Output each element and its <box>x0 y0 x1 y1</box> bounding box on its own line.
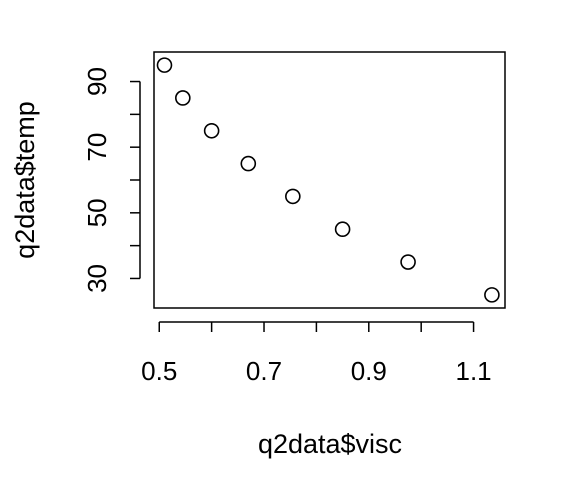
y-tick-label: 70 <box>82 133 112 162</box>
plot-frame <box>153 51 506 309</box>
y-axis-title: q2data$temp <box>10 101 40 259</box>
x-tick-label: 0.7 <box>246 356 282 386</box>
y-tick-label: 90 <box>82 67 112 96</box>
data-point <box>240 155 257 172</box>
y-axis: 30 50 70 90 <box>82 67 141 293</box>
data-point <box>175 90 191 106</box>
x-tick-label: 0.5 <box>141 356 177 386</box>
data-point <box>400 254 416 270</box>
data-point <box>334 221 351 238</box>
x-tick-label: 0.9 <box>351 356 387 386</box>
data-point <box>484 287 500 303</box>
data-points <box>156 57 500 303</box>
y-tick-label: 30 <box>82 264 112 293</box>
y-tick-label: 50 <box>82 198 112 227</box>
data-point <box>203 122 220 139</box>
data-point <box>156 57 173 73</box>
x-axis: 0.5 0.7 0.9 1.1 <box>141 321 492 386</box>
x-tick-label: 1.1 <box>455 356 491 386</box>
x-axis-title: q2data$visc <box>258 429 402 459</box>
data-point <box>285 188 301 205</box>
